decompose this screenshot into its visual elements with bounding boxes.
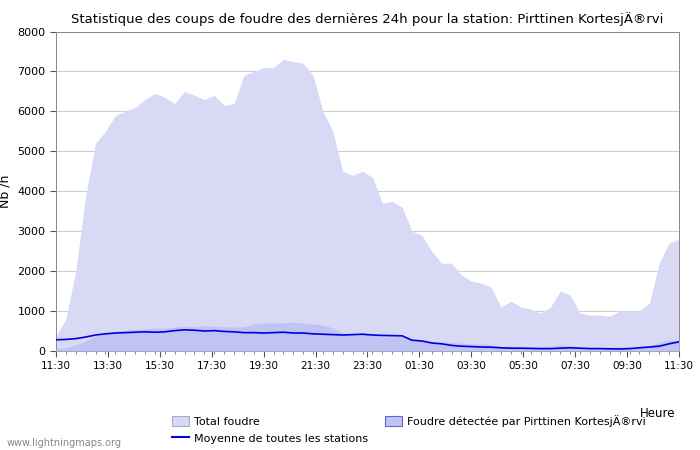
Text: www.lightningmaps.org: www.lightningmaps.org <box>7 438 122 448</box>
Text: Heure: Heure <box>640 407 676 420</box>
Title: Statistique des coups de foudre des dernières 24h pour la station: Pirttinen Kor: Statistique des coups de foudre des dern… <box>71 12 664 26</box>
Legend: Total foudre, Moyenne de toutes les stations, Foudre détectée par Pirttinen Kort: Total foudre, Moyenne de toutes les stat… <box>167 411 650 448</box>
Y-axis label: Nb /h: Nb /h <box>0 175 12 208</box>
